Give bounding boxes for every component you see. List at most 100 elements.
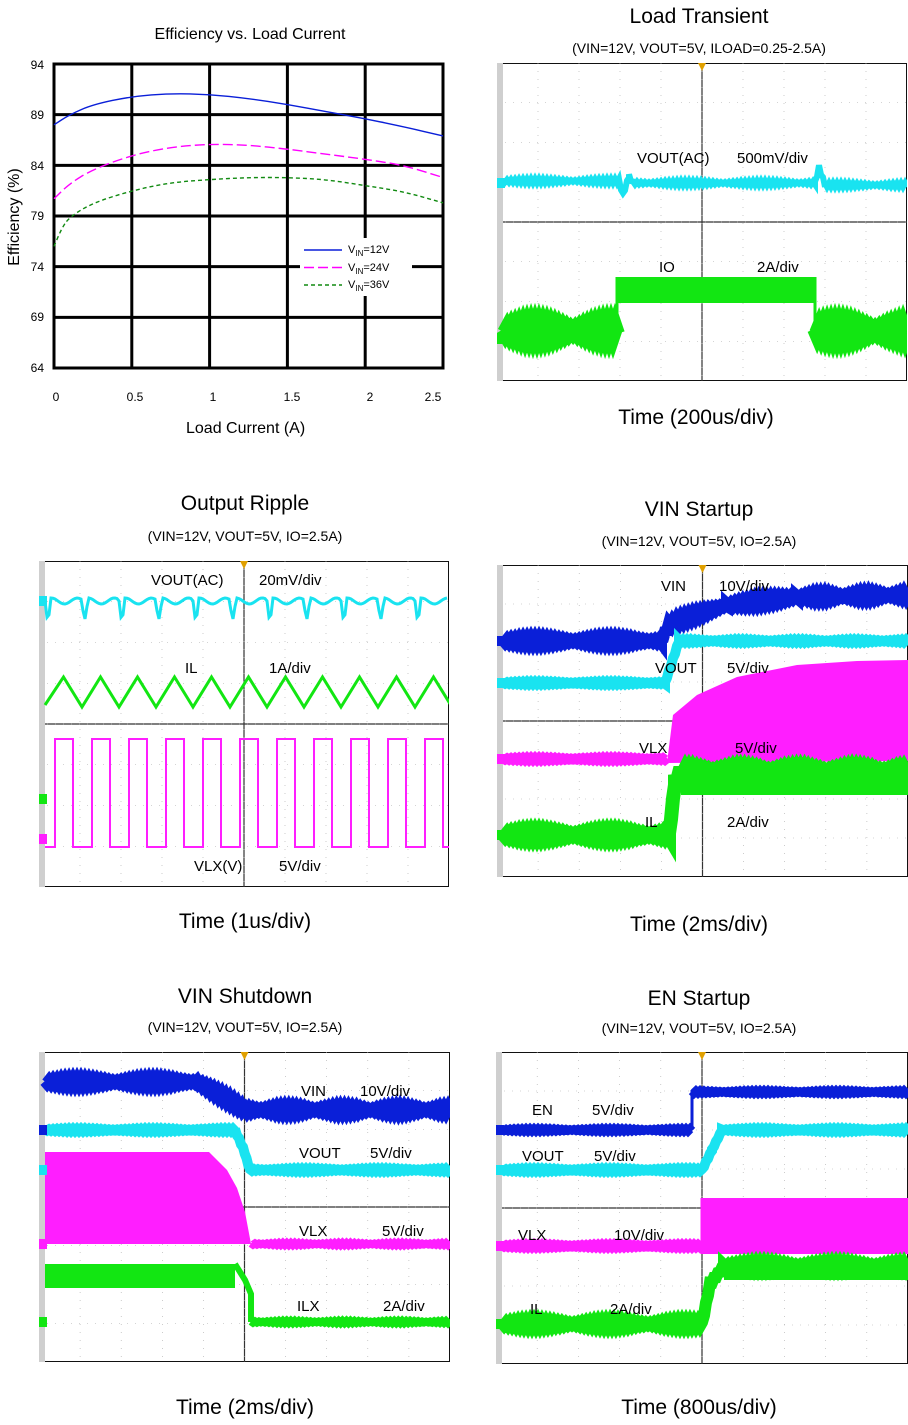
oscilloscope-screen: VIN 10V/div VOUT 5V/div VLX 5V/div ILX 2… xyxy=(39,1052,450,1362)
series-line-1 xyxy=(53,143,444,200)
channel-marker-en xyxy=(496,1125,504,1135)
y-tick: 69 xyxy=(30,310,44,324)
legend-label-36v: VIN=36V xyxy=(348,279,390,294)
y-tick: 74 xyxy=(30,260,44,274)
vlx-trace-low xyxy=(500,750,671,768)
trace-label: IL xyxy=(185,660,198,677)
scale-label: 5V/div xyxy=(727,660,769,677)
scope-traces xyxy=(496,1052,908,1364)
scope-title: Output Ripple xyxy=(180,492,310,515)
il-ripple-band xyxy=(681,765,908,795)
scale-label: 10V/div xyxy=(360,1083,411,1100)
series-line-2 xyxy=(53,176,444,247)
trace-label: ILX xyxy=(297,1298,320,1315)
trigger-marker xyxy=(698,565,707,573)
left-bezel xyxy=(39,1052,45,1362)
vout-trace xyxy=(499,1121,908,1179)
oscilloscope-screen: VIN 10V/div VOUT 5V/div VLX 5V/div IL 2A… xyxy=(497,565,908,877)
channel-marker-il xyxy=(496,1319,504,1329)
y-tick: 64 xyxy=(30,361,44,375)
vlx-trace xyxy=(45,738,449,848)
trace-label: VOUT(AC) xyxy=(151,572,224,589)
trace-label: VOUT(AC) xyxy=(637,150,710,167)
scale-label: 500mV/div xyxy=(737,150,808,167)
oscilloscope-screen: VOUT(AC) 20mV/div IL 1A/div VLX(V) 5V/di… xyxy=(39,561,449,887)
il-trace xyxy=(43,674,449,710)
scale-label: 2A/div xyxy=(727,814,769,831)
trigger-marker xyxy=(240,561,248,569)
time-scale-caption: Time (800us/div) xyxy=(621,1396,777,1419)
scope-title: VIN Shutdown xyxy=(177,985,313,1008)
trace-label: IO xyxy=(659,259,675,276)
trace-label: VOUT xyxy=(655,660,697,677)
output-ripple-panel: Output Ripple (VIN=12V, VOUT=5V, IO=2.5A… xyxy=(30,490,460,950)
trace-label: VLX(V) xyxy=(194,858,243,875)
trigger-marker xyxy=(240,1052,249,1060)
y-tick: 89 xyxy=(30,108,44,122)
efficiency-plot xyxy=(52,62,445,370)
en-startup-panel: EN Startup (VIN=12V, VOUT=5V, IO=2.5A) E… xyxy=(490,975,908,1425)
scope-title: Load Transient xyxy=(629,5,769,28)
time-scale-caption: Time (200us/div) xyxy=(618,406,774,429)
oscilloscope-screen: VOUT(AC) 500mV/div IO 2A/div xyxy=(497,63,907,381)
scale-label: 10V/div xyxy=(719,578,770,595)
x-tick: 0.5 xyxy=(126,390,144,404)
channel-marker-io xyxy=(497,334,505,344)
scale-label: 1A/div xyxy=(269,660,311,677)
channel-marker-vout xyxy=(497,678,505,688)
trace-label: VOUT xyxy=(522,1148,564,1165)
scope-title: EN Startup xyxy=(647,987,751,1010)
scope-conditions: (VIN=12V, VOUT=5V, IO=2.5A) xyxy=(147,1019,343,1035)
vin-trace xyxy=(498,580,908,661)
trigger-marker xyxy=(698,63,706,71)
time-scale-caption: Time (2ms/div) xyxy=(175,1396,315,1419)
trace-label: EN xyxy=(532,1102,553,1119)
scale-label: 5V/div xyxy=(735,740,777,757)
en-trace-low xyxy=(499,1122,696,1138)
channel-marker-il xyxy=(39,794,47,804)
scale-label: 2A/div xyxy=(610,1301,652,1318)
x-axis-label: Load Current (A) xyxy=(186,420,306,437)
trace-label: VOUT xyxy=(299,1145,341,1162)
x-tick: 0 xyxy=(52,390,60,404)
left-bezel xyxy=(497,565,503,877)
channel-marker-vout xyxy=(496,1165,504,1175)
trace-label: VLX xyxy=(639,740,668,757)
il-ripple-band xyxy=(724,1260,908,1280)
ilx-fall xyxy=(232,1262,254,1322)
vlx-trace-low xyxy=(499,1237,706,1255)
scope-traces xyxy=(39,1052,450,1362)
left-bezel xyxy=(496,1052,502,1364)
trace-label: VLX xyxy=(518,1227,547,1244)
y-tick: 84 xyxy=(30,159,44,173)
vout-trace xyxy=(500,627,908,694)
scale-label: 5V/div xyxy=(592,1102,634,1119)
scale-label: 5V/div xyxy=(370,1145,412,1162)
io-trace-low-2 xyxy=(807,302,907,360)
trace-label: VIN xyxy=(661,578,687,595)
channel-marker-vlx xyxy=(496,1241,504,1251)
en-trace-high xyxy=(688,1084,908,1100)
left-bezel xyxy=(497,63,503,381)
ilx-trace-high xyxy=(45,1264,235,1288)
trace-label: IL xyxy=(530,1301,543,1318)
scale-label: 5V/div xyxy=(279,858,321,875)
scale-label: 20mV/div xyxy=(259,572,322,589)
scope-traces xyxy=(39,561,449,887)
x-tick: 1.5 xyxy=(283,390,301,404)
oscilloscope-screen: EN 5V/div VOUT 5V/div VLX 10V/div IL 2A/… xyxy=(496,1052,908,1364)
vin-startup-panel: VIN Startup (VIN=12V, VOUT=5V, IO=2.5A) … xyxy=(490,490,908,950)
load-transient-panel: Load Transient (VIN=12V, VOUT=5V, ILOAD=… xyxy=(490,0,908,450)
channel-marker-ilx xyxy=(39,1317,47,1327)
scope-conditions: (VIN=12V, VOUT=5V, IO=2.5A) xyxy=(601,1020,797,1036)
scope-conditions: (VIN=12V, VOUT=5V, IO=2.5A) xyxy=(601,533,797,549)
y-tick: 79 xyxy=(30,209,44,223)
efficiency-chart-panel: Efficiency vs. Load Current 94 89 84 79 … xyxy=(0,0,470,450)
scope-title: VIN Startup xyxy=(644,498,754,521)
left-bezel xyxy=(39,561,45,887)
vlx-trace-switching xyxy=(667,660,908,763)
vin-trace xyxy=(40,1066,450,1126)
vin-shutdown-panel: VIN Shutdown (VIN=12V, VOUT=5V, IO=2.5A)… xyxy=(30,975,460,1425)
time-scale-caption: Time (2ms/div) xyxy=(629,913,769,936)
io-trace-high xyxy=(617,277,815,303)
